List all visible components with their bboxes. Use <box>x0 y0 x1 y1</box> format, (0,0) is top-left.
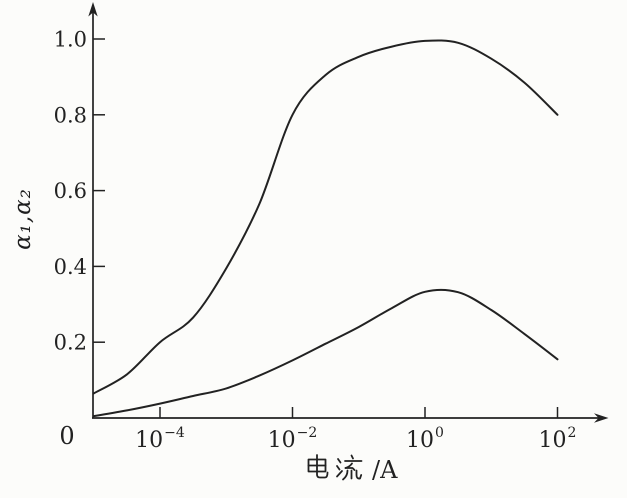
y-tick-label: 1.0 <box>54 28 87 52</box>
y-tick-label: 0.2 <box>54 331 87 355</box>
glyph-stroke <box>336 470 343 478</box>
glyph-stroke <box>316 454 329 479</box>
y-tick-label: 0.8 <box>54 103 87 127</box>
x-tick-label: 100 <box>406 425 444 453</box>
y-tick-label: 0.4 <box>54 255 87 279</box>
xlabel-unit-text: /A <box>372 456 398 484</box>
x-axis-arrowhead <box>594 413 609 423</box>
alpha2-curve <box>92 288 559 418</box>
x-tick-label: 102 <box>539 425 577 453</box>
y-axis-title: α₁,α₂ <box>10 188 36 250</box>
glyph-stroke <box>355 469 363 480</box>
glyph-stroke <box>344 467 356 471</box>
x-tick-label: 10−2 <box>268 425 318 453</box>
glyph-stroke <box>337 458 342 464</box>
glyph-stroke <box>350 454 354 460</box>
glyph-stroke <box>336 465 341 471</box>
xlabel-cjk-glyph <box>307 454 329 479</box>
origin-label: 0 <box>59 422 74 450</box>
glyph-stroke <box>307 458 327 473</box>
y-axis-arrowhead <box>88 2 98 17</box>
x-tick-label: 10−4 <box>135 425 185 453</box>
y-tick-label: 0.6 <box>54 179 87 203</box>
glyph-stroke <box>342 469 349 481</box>
x-axis-title: /A <box>307 454 398 484</box>
xlabel-cjk-glyph <box>336 454 363 481</box>
alpha1-curve <box>92 39 559 395</box>
